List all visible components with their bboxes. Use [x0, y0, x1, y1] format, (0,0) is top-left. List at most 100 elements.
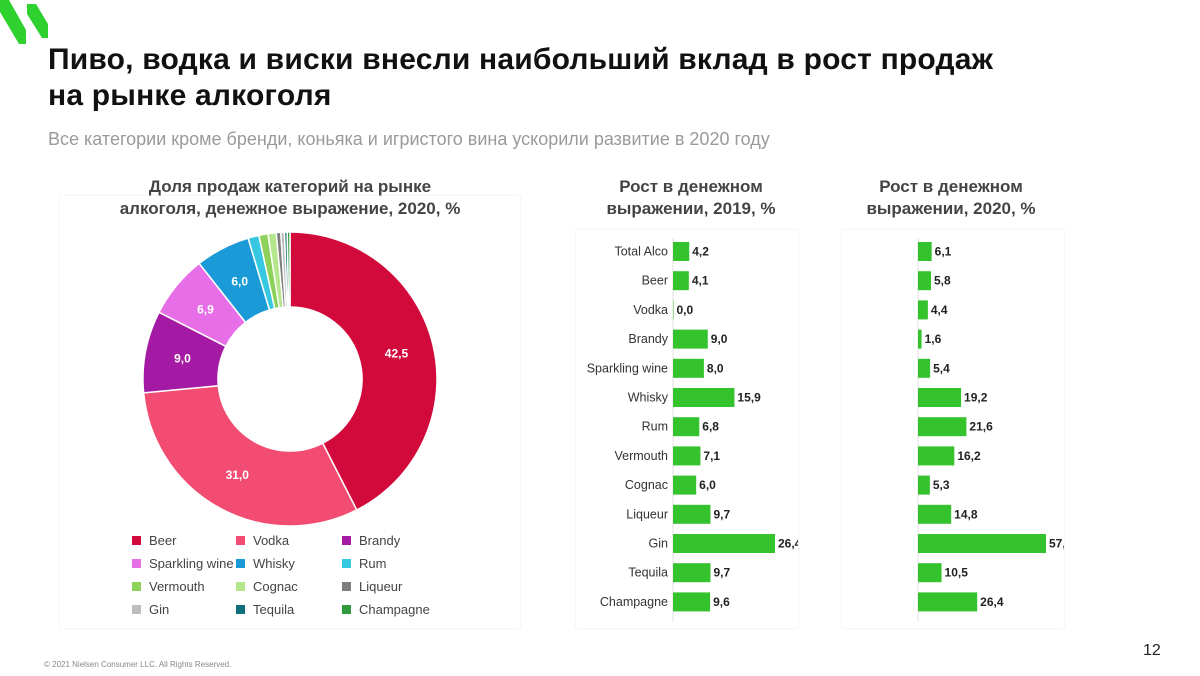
bar-gin — [918, 534, 1046, 553]
bar-value-rum: 6,8 — [702, 420, 719, 434]
pie-data-label-sparkling-wine: 6,9 — [197, 302, 214, 316]
bar-champagne — [673, 592, 711, 612]
bar-whisky — [673, 388, 735, 407]
legend-item-champagne: Champagne — [342, 601, 432, 618]
bar-sparkling-wine — [673, 358, 704, 378]
legend-swatch — [342, 559, 351, 568]
bar-sparkling-wine — [918, 358, 931, 378]
legend-label: Beer — [149, 533, 177, 548]
legend-swatch — [132, 605, 141, 614]
legend-item-tequila: Tequila — [236, 601, 342, 618]
legend-item-vermouth: Vermouth — [132, 578, 236, 595]
pie-slice-vodka — [142, 384, 358, 527]
page-subtitle: Все категории кроме бренди, коньяка и иг… — [48, 129, 770, 149]
bar-cognac — [673, 475, 697, 495]
bar-value-gin: 26,4 — [778, 537, 798, 551]
legend-swatch — [132, 559, 141, 568]
bar-beer — [918, 271, 932, 291]
legend-item-liqueur: Liqueur — [342, 578, 432, 595]
bar-total-alco — [918, 242, 932, 261]
legend-swatch — [132, 582, 141, 591]
bar-chart-2019: Total Alco 4,2 Beer 4,1 Vodka 0,0 Brandy 9,0 Spa… — [587, 238, 802, 622]
bar-beer — [673, 271, 689, 291]
bar-value-sparkling-wine: 8,0 — [707, 361, 724, 375]
bar-value-champagne: 9,6 — [713, 595, 730, 609]
legend-label: Vermouth — [149, 579, 205, 594]
legend-label: Liqueur — [359, 579, 403, 594]
legend-swatch — [342, 605, 351, 614]
category-label-beer: Beer — [642, 274, 668, 288]
bar-tequila — [673, 563, 711, 583]
bar-tequila — [918, 563, 942, 583]
pie-slice-champagne — [286, 231, 291, 308]
pie-chart: 42,5 31,0 9,0 6,9 6,0 — [142, 231, 438, 527]
nielsen-logo — [0, 0, 48, 44]
pie-data-label-whisky: 6,0 — [231, 275, 248, 289]
legend-label: Tequila — [253, 602, 295, 617]
category-label-champagne: Champagne — [600, 595, 668, 609]
category-label-gin: Gin — [649, 537, 669, 551]
bar-value-brandy: 1,6 — [925, 332, 942, 346]
bar-vermouth — [673, 446, 701, 466]
legend-item-cognac: Cognac — [236, 578, 342, 595]
page-title: Пиво, водка и виски внесли наибольший вк… — [48, 43, 994, 112]
legend-item-brandy: Brandy — [342, 532, 432, 549]
bar-liqueur — [673, 504, 711, 524]
copyright-notice: © 2021 Nielsen Consumer LLC. All Rights … — [44, 660, 232, 669]
legend-swatch — [236, 536, 245, 545]
bar-chart-2020: 6,1 5,8 4,4 1,6 5,4 19,2 21,6 16,2 5,3 14,8 57,1 10… — [917, 238, 1073, 622]
bar-value-vermouth: 7,1 — [703, 449, 720, 463]
legend-label: Brandy — [359, 533, 401, 548]
legend-swatch — [342, 582, 351, 591]
legend-label: Gin — [149, 602, 170, 617]
bar-value-beer: 5,8 — [934, 274, 951, 288]
legend-item-rum: Rum — [342, 555, 432, 572]
pie-data-label-brandy: 9,0 — [174, 351, 191, 365]
category-label-whisky: Whisky — [628, 391, 669, 405]
bar-value-vodka: 4,4 — [931, 303, 948, 317]
bar-brandy — [918, 329, 922, 349]
bar-total-alco — [673, 242, 690, 261]
pie-legend: Beer Vodka Brandy Sparkling wine Whisky Rum Ve… — [132, 532, 432, 618]
bar-value-liqueur: 14,8 — [954, 507, 978, 521]
legend-item-vodka: Vodka — [236, 532, 342, 549]
bar-chart-2020-panel: 6,1 5,8 4,4 1,6 5,4 19,2 21,6 16,2 5,3 14,8 57,1 10… — [842, 230, 1073, 628]
bar-value-vermouth: 16,2 — [957, 449, 981, 463]
bar-vodka — [673, 300, 674, 320]
legend-label: Champagne — [359, 602, 430, 617]
bar-value-brandy: 9,0 — [711, 332, 728, 346]
legend-item-beer: Beer — [132, 532, 236, 549]
bar-value-whisky: 15,9 — [737, 391, 761, 405]
bar-gin — [673, 534, 775, 553]
category-label-cognac: Cognac — [625, 478, 668, 492]
category-label-brandy: Brandy — [628, 332, 668, 346]
legend-label: Cognac — [253, 579, 298, 594]
legend-swatch — [342, 536, 351, 545]
bar-champagne — [918, 592, 978, 612]
legend-swatch — [236, 582, 245, 591]
bar-value-champagne: 26,4 — [980, 595, 1004, 609]
legend-label: Whisky — [253, 556, 295, 571]
category-label-total-alco: Total Alco — [614, 245, 668, 259]
bar-chart-2019-title: Рост в денежном выражении, 2019, % — [606, 177, 776, 218]
bar-brandy — [673, 329, 708, 349]
bar-value-tequila: 10,5 — [945, 566, 969, 580]
bar-vermouth — [918, 446, 955, 466]
bar-whisky — [918, 388, 962, 407]
category-label-vodka: Vodka — [633, 303, 668, 317]
legend-label: Sparkling wine — [149, 556, 234, 571]
bar-cognac — [918, 475, 930, 495]
pie-chart-title: Доля продаж категорий на рынке алкоголя,… — [119, 177, 461, 218]
legend-item-sparkling-wine: Sparkling wine — [132, 555, 236, 572]
legend-label: Vodka — [253, 533, 290, 548]
bar-value-vodka: 0,0 — [677, 303, 694, 317]
bar-value-cognac: 6,0 — [699, 478, 716, 492]
page-number: 12 — [1143, 642, 1161, 659]
bar-chart-2019-panel: Total Alco 4,2 Beer 4,1 Vodka 0,0 Brandy 9,0 Spa… — [576, 230, 802, 628]
bar-value-rum: 21,6 — [969, 420, 993, 434]
bar-rum — [918, 417, 967, 437]
bar-value-sparkling-wine: 5,4 — [933, 361, 950, 375]
bar-value-cognac: 5,3 — [933, 478, 950, 492]
pie-chart-panel: 42,5 31,0 9,0 6,9 6,0 Beer Vodka Brandy Sparkli… — [60, 196, 520, 628]
legend-item-gin: Gin — [132, 601, 236, 618]
